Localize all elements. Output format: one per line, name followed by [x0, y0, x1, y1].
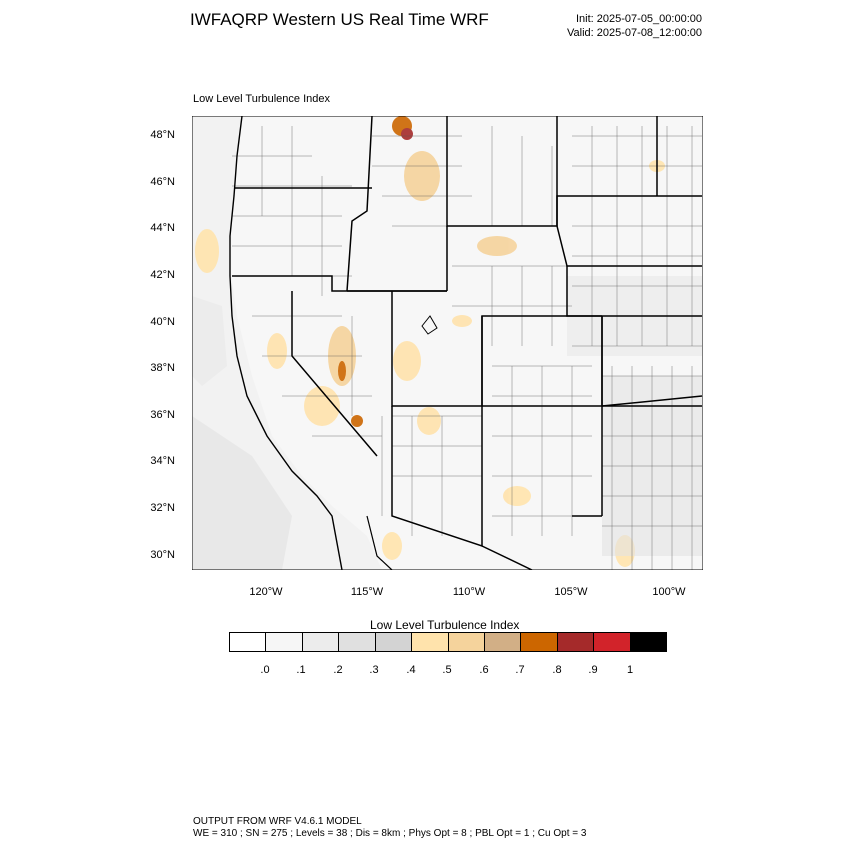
- colorbar-label: .6: [479, 664, 489, 676]
- lat-label-34: 34°N: [150, 455, 175, 467]
- ocean-shading: [192, 416, 292, 570]
- colorbar: [229, 632, 667, 652]
- ocean-shading-2: [192, 296, 227, 386]
- lon-label-120: 120°W: [249, 586, 283, 598]
- lon-label-115: 115°W: [350, 586, 384, 598]
- lat-label-32: 32°N: [150, 502, 175, 514]
- colorbar-label: .9: [588, 664, 598, 676]
- colorbar-swatch: [630, 633, 667, 651]
- great-salt-lake: [421, 315, 438, 335]
- colorbar-swatch: [521, 633, 558, 651]
- state-boundaries: [232, 116, 703, 570]
- colorbar-swatch: [302, 633, 340, 651]
- turbulence-map: [192, 116, 703, 570]
- colorbar-label: .2: [333, 664, 343, 676]
- init-time: Init: 2025-07-05_00:00:00: [576, 13, 702, 25]
- lat-label-38: 38°N: [150, 362, 175, 374]
- colorbar-label: 1: [626, 664, 634, 676]
- colorbar-label: .3: [369, 664, 379, 676]
- page-title: IWFAQRP Western US Real Time WRF: [190, 10, 489, 29]
- lon-label-100: 100°W: [652, 586, 686, 598]
- colorbar-swatch: [339, 633, 376, 651]
- lat-label-44: 44°N: [150, 222, 175, 234]
- lat-label-46: 46°N: [150, 176, 175, 188]
- county-lines: [232, 126, 702, 570]
- colorbar-swatch: [230, 633, 267, 651]
- colorbar-label: .7: [515, 664, 525, 676]
- footer-config: WE = 310 ; SN = 275 ; Levels = 38 ; Dis …: [193, 828, 587, 839]
- valid-time: Valid: 2025-07-08_12:00:00: [567, 27, 702, 39]
- colorbar-swatch: [412, 633, 449, 651]
- colorbar-label: .4: [406, 664, 416, 676]
- colorbar-title: Low Level Turbulence Index: [370, 618, 520, 632]
- lat-label-30: 30°N: [150, 549, 175, 561]
- colorbar-swatch: [375, 633, 413, 651]
- lat-label-48: 48°N: [150, 129, 175, 141]
- colorbar-swatch: [448, 633, 485, 651]
- gulf-of-california-coast: [366, 515, 393, 570]
- footer-model: OUTPUT FROM WRF V4.6.1 MODEL: [193, 816, 362, 827]
- pacific-coastline: [229, 116, 343, 570]
- colorbar-swatch: [594, 633, 631, 651]
- colorbar-swatch: [484, 633, 522, 651]
- colorbar-label: .0: [260, 664, 270, 676]
- lon-label-105: 105°W: [554, 586, 588, 598]
- colorbar-label: .5: [442, 664, 452, 676]
- colorbar-label: .1: [296, 664, 306, 676]
- lat-label-36: 36°N: [150, 409, 175, 421]
- plot-subtitle: Low Level Turbulence Index: [193, 93, 330, 105]
- colorbar-swatch: [266, 633, 303, 651]
- colorbar-label: .8: [552, 664, 562, 676]
- colorbar-swatch: [557, 633, 595, 651]
- lat-label-42: 42°N: [150, 269, 175, 281]
- lon-label-110: 110°W: [452, 586, 486, 598]
- lat-label-40: 40°N: [150, 316, 175, 328]
